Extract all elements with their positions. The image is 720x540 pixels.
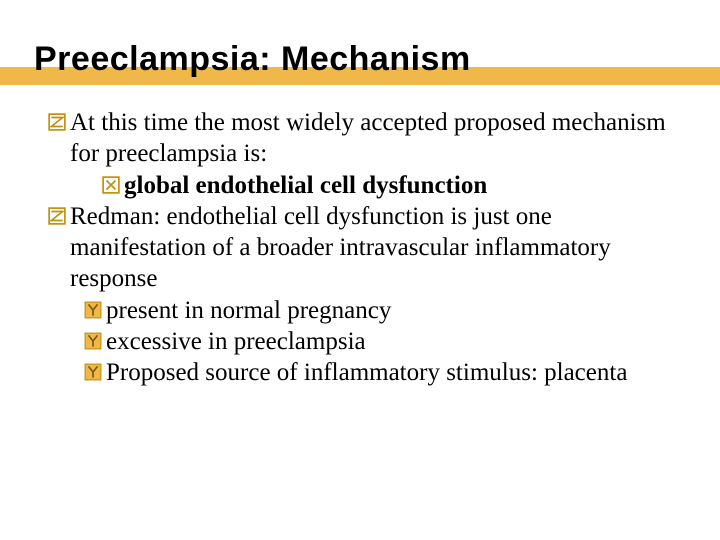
z-bullet-icon [48, 207, 66, 225]
z-bullet-icon [48, 113, 66, 131]
bullet-text: Proposed source of inflammatory stimulus… [106, 357, 627, 388]
bullet-item: At this time the most widely accepted pr… [48, 107, 680, 170]
bullet-item: Redman: endothelial cell dysfunction is … [48, 201, 680, 295]
slide-title: Preeclampsia: Mechanism [30, 40, 690, 79]
y-bullet-icon [84, 363, 102, 381]
slide: Preeclampsia: Mechanism At this time the… [0, 0, 720, 540]
y-bullet-icon [84, 332, 102, 350]
bullet-item: present in normal pregnancy [48, 295, 680, 326]
bullet-item: Proposed source of inflammatory stimulus… [48, 357, 680, 388]
slide-body: At this time the most widely accepted pr… [30, 107, 690, 388]
x-bullet-icon [102, 176, 120, 194]
bullet-item: excessive in preeclampsia [48, 326, 680, 357]
bullet-text: At this time the most widely accepted pr… [70, 107, 680, 170]
title-region: Preeclampsia: Mechanism [30, 40, 690, 79]
bullet-item: global endothelial cell dysfunction [48, 170, 680, 201]
y-bullet-icon [84, 301, 102, 319]
bullet-text: Redman: endothelial cell dysfunction is … [70, 201, 680, 295]
bullet-text: global endothelial cell dysfunction [124, 170, 487, 201]
bullet-text: present in normal pregnancy [106, 295, 391, 326]
bullet-text: excessive in preeclampsia [106, 326, 366, 357]
